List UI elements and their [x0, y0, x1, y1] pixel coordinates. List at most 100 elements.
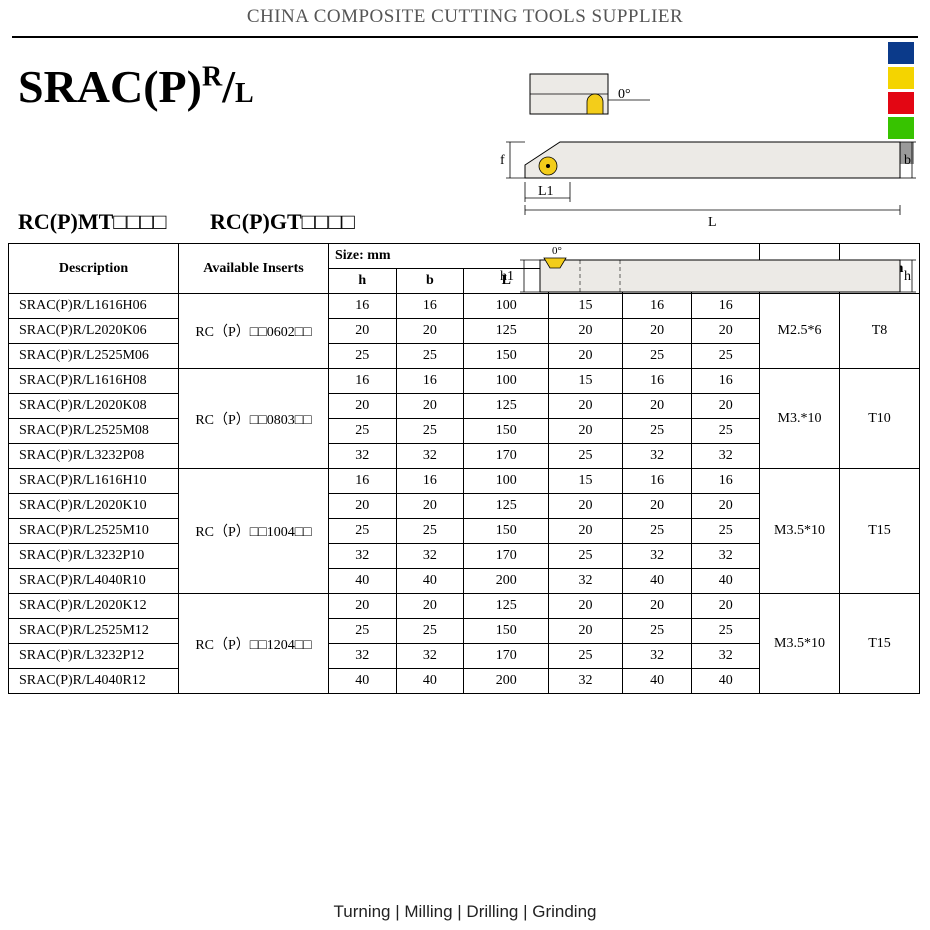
cell-h: 16 [329, 369, 397, 394]
cell-h: 40 [329, 569, 397, 594]
cell-b: 20 [396, 394, 464, 419]
cell-b: 32 [396, 644, 464, 669]
cell-desc: SRAC(P)R/L1616H06 [9, 294, 179, 319]
cell-insert: RC（P）□□1004□□ [179, 469, 329, 594]
cell-h1: 20 [622, 319, 692, 344]
cell-desc: SRAC(P)R/L3232P08 [9, 444, 179, 469]
cell-L: 200 [464, 669, 549, 694]
cell-desc: SRAC(P)R/L1616H08 [9, 369, 179, 394]
cell-L: 200 [464, 569, 549, 594]
cell-h1: 32 [622, 444, 692, 469]
cell-h1: 25 [622, 419, 692, 444]
cell-desc: SRAC(P)R/L3232P12 [9, 644, 179, 669]
cell-h1: 16 [622, 369, 692, 394]
cell-f: 40 [692, 669, 760, 694]
cell-f: 20 [692, 494, 760, 519]
cell-h: 40 [329, 669, 397, 694]
cell-L1: 20 [549, 519, 622, 544]
cell-f: 32 [692, 544, 760, 569]
table-row: SRAC(P)R/L1616H08RC（P）□□0803□□1616100151… [9, 369, 920, 394]
cell-f: 32 [692, 444, 760, 469]
cell-desc: SRAC(P)R/L4040R10 [9, 569, 179, 594]
cell-insert: RC（P）□□1204□□ [179, 594, 329, 694]
cell-L1: 20 [549, 319, 622, 344]
insert-type-mt: RC(P)MT□□□□ [18, 209, 166, 234]
dim-f: f [500, 153, 505, 168]
cell-wrench: T10 [840, 369, 920, 469]
cell-L1: 25 [549, 644, 622, 669]
cell-f: 16 [692, 469, 760, 494]
cell-h: 25 [329, 419, 397, 444]
cell-wrench: T15 [840, 469, 920, 594]
cell-b: 40 [396, 669, 464, 694]
cell-L: 150 [464, 519, 549, 544]
cell-desc: SRAC(P)R/L2525M10 [9, 519, 179, 544]
cell-b: 20 [396, 594, 464, 619]
cell-h1: 32 [622, 544, 692, 569]
cell-L1: 15 [549, 469, 622, 494]
cell-L1: 25 [549, 444, 622, 469]
cell-h1: 16 [622, 469, 692, 494]
th-h: h [329, 269, 397, 294]
insert-type-gt: RC(P)GT□□□□ [210, 209, 355, 234]
cell-f: 25 [692, 619, 760, 644]
th-b: b [396, 269, 464, 294]
cell-h1: 40 [622, 569, 692, 594]
spec-tbody: SRAC(P)R/L1616H06RC（P）□□0602□□1616100151… [9, 294, 920, 694]
cell-L: 170 [464, 444, 549, 469]
cell-b: 40 [396, 569, 464, 594]
cell-b: 25 [396, 619, 464, 644]
cell-desc: SRAC(P)R/L2020K06 [9, 319, 179, 344]
swatch-navy [888, 42, 914, 64]
cell-desc: SRAC(P)R/L2020K12 [9, 594, 179, 619]
cell-L1: 32 [549, 669, 622, 694]
th-inserts: Available Inserts [179, 244, 329, 294]
cell-h: 20 [329, 494, 397, 519]
cell-L: 100 [464, 369, 549, 394]
cell-L: 150 [464, 619, 549, 644]
model-slash: / [222, 61, 235, 112]
model-sup: R [202, 62, 222, 93]
cell-h1: 40 [622, 669, 692, 694]
cell-f: 25 [692, 519, 760, 544]
cell-insert: RC（P）□□0602□□ [179, 294, 329, 369]
cell-h1: 20 [622, 594, 692, 619]
cell-wrench: T15 [840, 594, 920, 694]
dim-angle0b: 0° [552, 245, 562, 257]
dim-L1: L1 [538, 184, 554, 199]
diagram-svg: 0° f b L1 L 0° h1 h [500, 70, 920, 320]
cell-L: 125 [464, 394, 549, 419]
cell-h: 25 [329, 619, 397, 644]
dim-h: h [904, 269, 911, 284]
cell-h1: 32 [622, 644, 692, 669]
cell-desc: SRAC(P)R/L2525M12 [9, 619, 179, 644]
cell-L1: 20 [549, 394, 622, 419]
cell-b: 25 [396, 344, 464, 369]
cell-h: 32 [329, 544, 397, 569]
cell-desc: SRAC(P)R/L4040R12 [9, 669, 179, 694]
cell-L: 150 [464, 344, 549, 369]
cell-L: 125 [464, 594, 549, 619]
cell-h: 16 [329, 294, 397, 319]
cell-h: 16 [329, 469, 397, 494]
cell-screw: M3.*10 [760, 369, 840, 469]
cell-screw: M3.5*10 [760, 594, 840, 694]
cell-h: 25 [329, 344, 397, 369]
cell-b: 20 [396, 319, 464, 344]
cell-f: 20 [692, 319, 760, 344]
cell-L: 170 [464, 544, 549, 569]
cell-L1: 20 [549, 344, 622, 369]
cell-f: 20 [692, 394, 760, 419]
cell-desc: SRAC(P)R/L2525M08 [9, 419, 179, 444]
cell-h: 25 [329, 519, 397, 544]
cell-f: 16 [692, 369, 760, 394]
cell-b: 32 [396, 444, 464, 469]
footer-categories: Turning | Milling | Drilling | Grinding [0, 902, 930, 922]
cell-L1: 20 [549, 419, 622, 444]
cell-f: 25 [692, 344, 760, 369]
cell-L1: 32 [549, 569, 622, 594]
cell-h: 20 [329, 319, 397, 344]
cell-b: 25 [396, 419, 464, 444]
dim-L: L [708, 215, 717, 230]
cell-desc: SRAC(P)R/L1616H10 [9, 469, 179, 494]
